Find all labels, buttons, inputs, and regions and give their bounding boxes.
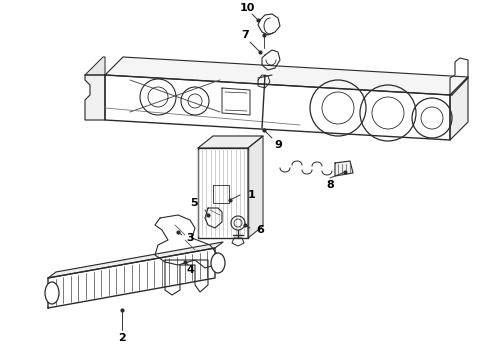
Ellipse shape [45,282,59,304]
Text: 1: 1 [248,190,256,200]
Text: 9: 9 [274,140,282,150]
Polygon shape [450,77,468,140]
Text: 4: 4 [186,265,194,275]
Polygon shape [85,75,105,120]
Polygon shape [335,161,353,176]
Text: 7: 7 [241,30,249,40]
Polygon shape [248,136,263,238]
Text: 6: 6 [256,225,264,235]
Text: 2: 2 [118,333,126,343]
Polygon shape [198,136,263,148]
Polygon shape [198,148,248,238]
Polygon shape [105,57,468,95]
Text: 3: 3 [186,233,194,243]
Polygon shape [48,248,215,308]
Text: 10: 10 [239,3,255,13]
Polygon shape [48,242,223,278]
Ellipse shape [211,253,225,273]
Polygon shape [105,75,450,140]
Text: 5: 5 [190,198,198,208]
Text: 8: 8 [326,180,334,190]
Polygon shape [85,57,105,75]
